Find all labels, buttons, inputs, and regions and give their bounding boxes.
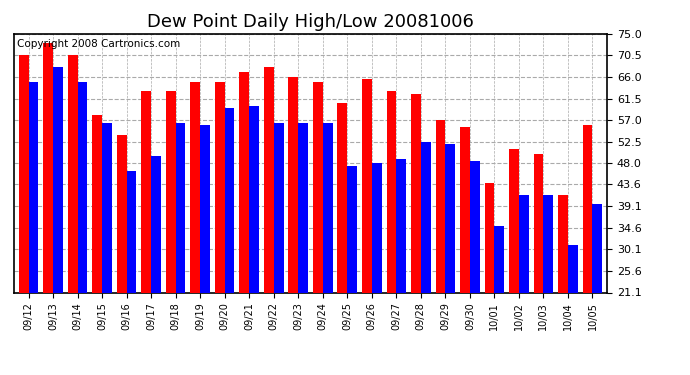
Bar bbox=[544, 195, 553, 292]
Bar bbox=[274, 123, 284, 292]
Bar bbox=[470, 161, 480, 292]
Bar bbox=[372, 164, 382, 292]
Bar bbox=[288, 77, 298, 292]
Bar bbox=[435, 120, 445, 292]
Bar bbox=[141, 92, 151, 292]
Bar bbox=[249, 106, 259, 292]
Bar bbox=[117, 135, 126, 292]
Bar bbox=[582, 125, 593, 292]
Bar bbox=[176, 123, 186, 292]
Bar bbox=[386, 92, 396, 292]
Bar bbox=[509, 149, 519, 292]
Bar bbox=[593, 204, 602, 292]
Bar bbox=[533, 154, 544, 292]
Title: Dew Point Daily High/Low 20081006: Dew Point Daily High/Low 20081006 bbox=[147, 13, 474, 31]
Bar bbox=[411, 94, 421, 292]
Bar bbox=[484, 183, 495, 292]
Bar bbox=[200, 125, 210, 292]
Bar bbox=[77, 82, 88, 292]
Bar bbox=[53, 68, 63, 292]
Bar bbox=[68, 56, 77, 292]
Bar bbox=[215, 82, 225, 292]
Bar bbox=[445, 144, 455, 292]
Bar bbox=[421, 142, 431, 292]
Bar bbox=[323, 123, 333, 292]
Bar bbox=[558, 195, 568, 292]
Bar bbox=[337, 104, 347, 292]
Bar bbox=[166, 92, 176, 292]
Bar bbox=[28, 82, 39, 292]
Bar bbox=[460, 128, 470, 292]
Bar bbox=[190, 82, 200, 292]
Bar bbox=[239, 72, 249, 292]
Bar bbox=[151, 156, 161, 292]
Bar bbox=[396, 159, 406, 292]
Bar bbox=[19, 56, 28, 292]
Bar bbox=[313, 82, 323, 292]
Bar bbox=[92, 116, 102, 292]
Bar bbox=[519, 195, 529, 292]
Bar bbox=[362, 80, 372, 292]
Bar bbox=[264, 68, 274, 292]
Text: Copyright 2008 Cartronics.com: Copyright 2008 Cartronics.com bbox=[17, 39, 180, 49]
Bar bbox=[298, 123, 308, 292]
Bar bbox=[568, 245, 578, 292]
Bar bbox=[102, 123, 112, 292]
Bar bbox=[126, 171, 137, 292]
Bar bbox=[225, 108, 235, 292]
Bar bbox=[347, 166, 357, 292]
Bar bbox=[43, 44, 53, 292]
Bar bbox=[495, 226, 504, 292]
